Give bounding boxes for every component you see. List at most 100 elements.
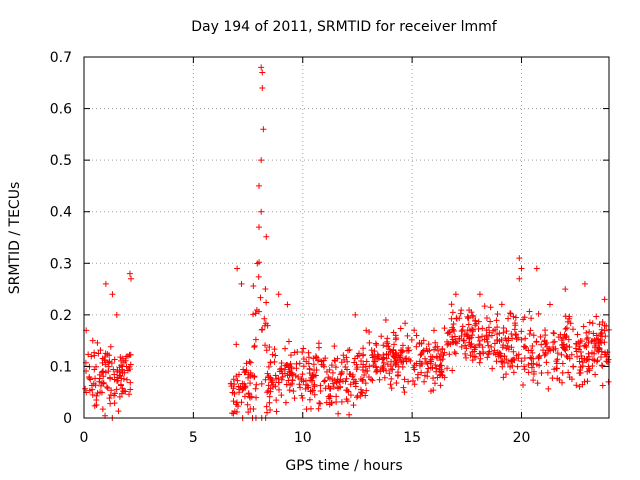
data-point bbox=[234, 377, 241, 384]
data-point bbox=[107, 392, 114, 399]
data-point bbox=[504, 359, 511, 366]
data-point bbox=[538, 370, 545, 377]
data-point bbox=[602, 333, 609, 340]
data-point bbox=[423, 359, 430, 366]
data-point bbox=[462, 342, 469, 349]
data-point bbox=[315, 405, 322, 412]
data-point bbox=[533, 265, 540, 272]
data-point bbox=[592, 371, 599, 378]
data-point bbox=[107, 375, 114, 382]
data-point bbox=[111, 356, 118, 363]
data-point bbox=[535, 310, 542, 317]
data-point bbox=[498, 301, 505, 308]
data-point bbox=[570, 326, 577, 333]
data-point bbox=[521, 363, 528, 370]
data-point bbox=[481, 303, 488, 310]
data-point bbox=[252, 310, 259, 317]
data-point bbox=[381, 374, 388, 381]
data-point bbox=[361, 371, 368, 378]
data-point bbox=[453, 315, 460, 322]
data-point bbox=[472, 354, 479, 361]
data-point bbox=[402, 320, 409, 327]
data-point bbox=[476, 341, 483, 348]
data-point bbox=[300, 363, 307, 370]
data-point bbox=[258, 157, 265, 164]
data-point bbox=[233, 373, 240, 380]
data-point bbox=[229, 410, 236, 417]
data-point bbox=[576, 383, 583, 390]
data-point bbox=[265, 382, 272, 389]
data-point bbox=[346, 371, 353, 378]
data-point bbox=[233, 409, 240, 416]
data-point bbox=[298, 392, 305, 399]
data-point bbox=[250, 283, 257, 290]
data-point bbox=[511, 326, 518, 333]
data-point bbox=[520, 316, 527, 323]
data-point bbox=[542, 341, 549, 348]
data-point bbox=[508, 358, 515, 365]
data-point bbox=[330, 383, 337, 390]
data-points bbox=[82, 64, 612, 421]
data-point bbox=[323, 368, 330, 375]
data-point bbox=[368, 347, 375, 354]
data-point bbox=[527, 354, 534, 361]
data-point bbox=[383, 367, 390, 374]
data-point bbox=[347, 392, 354, 399]
data-point bbox=[405, 378, 412, 385]
data-point bbox=[264, 370, 271, 377]
data-point bbox=[418, 350, 425, 357]
data-point bbox=[525, 347, 532, 354]
data-point bbox=[574, 353, 581, 360]
x-axis-label: GPS time / hours bbox=[285, 458, 402, 474]
data-point bbox=[466, 335, 473, 342]
data-point bbox=[497, 352, 504, 359]
data-point bbox=[321, 378, 328, 385]
data-point bbox=[601, 339, 608, 346]
data-point bbox=[562, 325, 569, 332]
data-point bbox=[449, 309, 456, 316]
data-point bbox=[503, 371, 510, 378]
data-point bbox=[247, 394, 254, 401]
data-point bbox=[530, 355, 537, 362]
data-point bbox=[500, 342, 507, 349]
data-point bbox=[559, 360, 566, 367]
data-point bbox=[337, 371, 344, 378]
data-point bbox=[399, 364, 406, 371]
data-point bbox=[573, 382, 580, 389]
data-point bbox=[486, 329, 493, 336]
data-point bbox=[441, 349, 448, 356]
data-point bbox=[467, 343, 474, 350]
data-point bbox=[599, 318, 606, 325]
data-point bbox=[118, 362, 125, 369]
data-point bbox=[272, 383, 279, 390]
data-point bbox=[103, 384, 110, 391]
data-point bbox=[234, 399, 241, 406]
data-point bbox=[550, 329, 557, 336]
data-point bbox=[397, 352, 404, 359]
data-point bbox=[462, 350, 469, 357]
data-point bbox=[387, 348, 394, 355]
data-point bbox=[601, 351, 608, 358]
data-point bbox=[430, 387, 437, 394]
data-point bbox=[317, 400, 324, 407]
data-point bbox=[545, 385, 552, 392]
data-point bbox=[372, 364, 379, 371]
data-point bbox=[328, 400, 335, 407]
data-point bbox=[421, 378, 428, 385]
data-point bbox=[530, 332, 537, 339]
data-point bbox=[358, 389, 365, 396]
data-point bbox=[244, 401, 251, 408]
data-point bbox=[106, 395, 113, 402]
data-point bbox=[490, 327, 497, 334]
data-point bbox=[423, 345, 430, 352]
data-point bbox=[505, 346, 512, 353]
data-point bbox=[111, 390, 118, 397]
data-point bbox=[357, 393, 364, 400]
data-point bbox=[273, 408, 280, 415]
data-point bbox=[102, 350, 109, 357]
data-point bbox=[104, 385, 111, 392]
data-point bbox=[123, 353, 130, 360]
data-point bbox=[256, 259, 263, 266]
data-point bbox=[317, 387, 324, 394]
data-point bbox=[439, 345, 446, 352]
